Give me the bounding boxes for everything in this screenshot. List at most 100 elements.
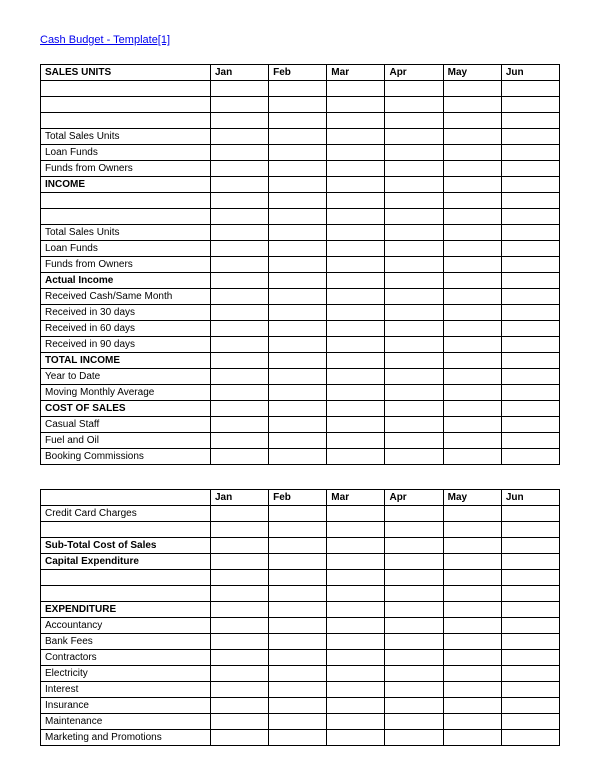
row-label: COST OF SALES <box>41 401 211 417</box>
cell <box>385 241 443 257</box>
cell <box>385 369 443 385</box>
cell <box>501 433 559 449</box>
cell <box>443 650 501 666</box>
table-row: Capital Expenditure <box>41 554 560 570</box>
row-label: Maintenance <box>41 714 211 730</box>
cell <box>443 81 501 97</box>
cell <box>385 538 443 554</box>
cell <box>269 209 327 225</box>
cell <box>269 602 327 618</box>
cell <box>210 257 268 273</box>
cell <box>327 129 385 145</box>
table-row: Moving Monthly Average <box>41 385 560 401</box>
table-row: Loan Funds <box>41 241 560 257</box>
cell <box>210 433 268 449</box>
cell <box>501 177 559 193</box>
cell <box>210 241 268 257</box>
cell <box>269 369 327 385</box>
row-label: Received in 60 days <box>41 321 211 337</box>
cell <box>385 634 443 650</box>
cell <box>385 97 443 113</box>
cell <box>269 714 327 730</box>
cell <box>269 225 327 241</box>
cell <box>385 714 443 730</box>
table-row: COST OF SALES <box>41 401 560 417</box>
cell <box>269 650 327 666</box>
cell <box>443 698 501 714</box>
row-label: Total Sales Units <box>41 129 211 145</box>
cell <box>269 538 327 554</box>
cell <box>385 570 443 586</box>
table-row <box>41 193 560 209</box>
cell <box>443 417 501 433</box>
table-row: Total Sales Units <box>41 129 560 145</box>
cell <box>443 193 501 209</box>
cell <box>210 506 268 522</box>
document-link[interactable]: Cash Budget - Template[1] <box>40 34 170 46</box>
table-row: INCOME <box>41 177 560 193</box>
cell <box>385 698 443 714</box>
row-label: Casual Staff <box>41 417 211 433</box>
cell <box>327 225 385 241</box>
month-header: Mar <box>327 65 385 81</box>
cell <box>501 586 559 602</box>
row-label: TOTAL INCOME <box>41 353 211 369</box>
table-row: TOTAL INCOME <box>41 353 560 369</box>
row-label: Credit Card Charges <box>41 506 211 522</box>
cell <box>269 433 327 449</box>
table-row: Received Cash/Same Month <box>41 289 560 305</box>
cell <box>443 337 501 353</box>
cell <box>210 161 268 177</box>
row-label: Total Sales Units <box>41 225 211 241</box>
cell <box>501 81 559 97</box>
row-label: Year to Date <box>41 369 211 385</box>
cell <box>443 714 501 730</box>
cell <box>385 113 443 129</box>
cell <box>385 554 443 570</box>
cell <box>443 369 501 385</box>
cell <box>385 337 443 353</box>
cell <box>210 554 268 570</box>
cell <box>501 161 559 177</box>
cell <box>210 369 268 385</box>
cell <box>210 97 268 113</box>
cell <box>501 714 559 730</box>
cell <box>327 289 385 305</box>
table-row <box>41 522 560 538</box>
cell <box>501 209 559 225</box>
cell <box>443 730 501 746</box>
cell <box>443 305 501 321</box>
cell <box>327 305 385 321</box>
cell <box>443 538 501 554</box>
cell <box>501 650 559 666</box>
cell <box>327 209 385 225</box>
row-label: Insurance <box>41 698 211 714</box>
row-label: Marketing and Promotions <box>41 730 211 746</box>
month-header: Feb <box>269 490 327 506</box>
cell <box>501 305 559 321</box>
cell <box>327 337 385 353</box>
cell <box>327 586 385 602</box>
cell <box>501 241 559 257</box>
table-row: EXPENDITURE <box>41 602 560 618</box>
cell <box>385 401 443 417</box>
month-header: Jan <box>210 490 268 506</box>
cell <box>501 257 559 273</box>
cell <box>210 417 268 433</box>
month-header: Apr <box>385 65 443 81</box>
cell <box>210 305 268 321</box>
cell <box>443 97 501 113</box>
table-row: Fuel and Oil <box>41 433 560 449</box>
cell <box>443 586 501 602</box>
cell <box>443 570 501 586</box>
cell <box>443 257 501 273</box>
cell <box>501 289 559 305</box>
table-row: Loan Funds <box>41 145 560 161</box>
cell <box>327 401 385 417</box>
cell <box>385 586 443 602</box>
cell <box>327 634 385 650</box>
cell <box>210 682 268 698</box>
cell <box>327 257 385 273</box>
cell <box>327 433 385 449</box>
cell <box>327 698 385 714</box>
